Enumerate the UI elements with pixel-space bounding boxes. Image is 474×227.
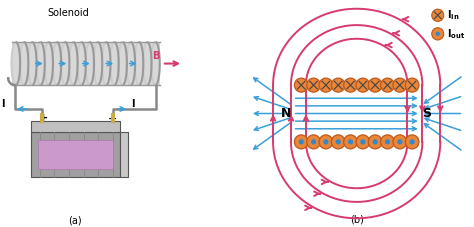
Text: $\mathbf{I_{out}}$: $\mathbf{I_{out}}$ <box>447 27 465 41</box>
Text: −: − <box>108 114 117 123</box>
Text: +: + <box>39 114 48 123</box>
Circle shape <box>311 139 316 145</box>
Circle shape <box>348 139 353 145</box>
Circle shape <box>393 78 407 92</box>
Bar <box>37 140 113 169</box>
Bar <box>30 121 119 132</box>
Circle shape <box>397 139 402 145</box>
Circle shape <box>331 78 345 92</box>
Text: Solenoid: Solenoid <box>47 8 89 18</box>
Circle shape <box>344 78 357 92</box>
Circle shape <box>344 135 357 149</box>
Circle shape <box>294 78 308 92</box>
Circle shape <box>331 135 345 149</box>
Circle shape <box>385 139 390 145</box>
Circle shape <box>432 28 444 40</box>
Circle shape <box>299 139 304 145</box>
Circle shape <box>307 78 320 92</box>
Bar <box>12 42 160 85</box>
Text: I: I <box>1 99 5 109</box>
Circle shape <box>356 78 370 92</box>
Circle shape <box>356 135 370 149</box>
Circle shape <box>393 135 407 149</box>
Text: $\mathbf{I_{in}}$: $\mathbf{I_{in}}$ <box>447 8 460 22</box>
Circle shape <box>381 78 394 92</box>
Circle shape <box>307 135 320 149</box>
FancyBboxPatch shape <box>30 132 119 177</box>
Text: S: S <box>423 107 431 120</box>
Text: I: I <box>131 99 135 109</box>
Text: (a): (a) <box>68 216 82 226</box>
Circle shape <box>368 135 382 149</box>
Circle shape <box>336 139 341 145</box>
Circle shape <box>405 135 419 149</box>
Circle shape <box>410 139 415 145</box>
Text: B: B <box>153 51 160 61</box>
Circle shape <box>294 135 308 149</box>
Bar <box>119 132 128 177</box>
Circle shape <box>432 9 444 21</box>
Circle shape <box>319 78 333 92</box>
Circle shape <box>360 139 365 145</box>
Circle shape <box>319 135 333 149</box>
Circle shape <box>381 135 394 149</box>
Text: N: N <box>281 107 292 120</box>
Circle shape <box>373 139 378 145</box>
Circle shape <box>323 139 328 145</box>
Circle shape <box>436 32 440 36</box>
Text: (b): (b) <box>350 215 364 225</box>
Circle shape <box>405 78 419 92</box>
Circle shape <box>368 78 382 92</box>
